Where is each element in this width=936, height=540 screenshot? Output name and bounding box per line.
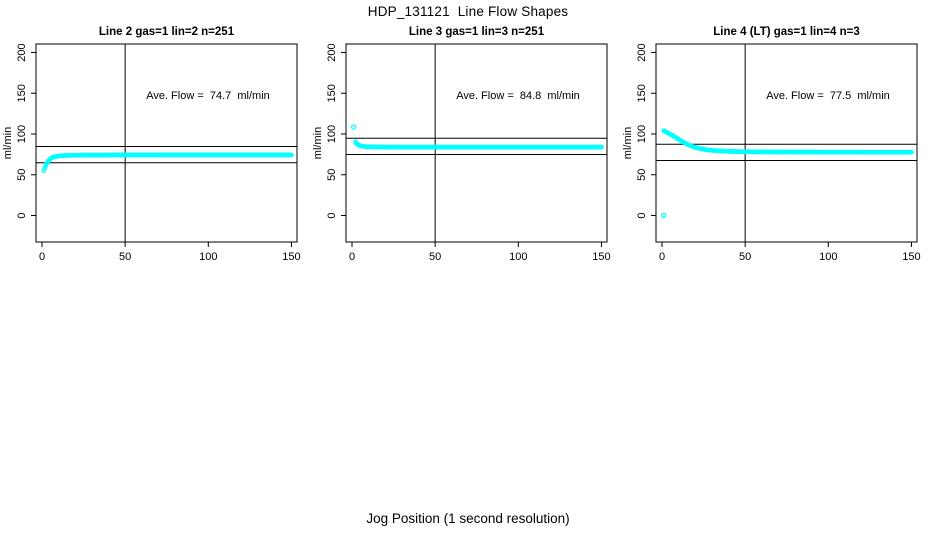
plot-box xyxy=(655,43,918,243)
y-axis-unit-label: ml/min xyxy=(312,127,324,159)
x-tick-label: 0 xyxy=(349,251,355,263)
flow-panel-2: Line 3 gas=1 lin=3 n=251 0 50 100 150 0 50 100 1… xyxy=(312,26,611,263)
panel-title: Line 4 (LT) gas=1 lin=4 n=3 xyxy=(713,26,859,38)
ave-flow-annotation: Ave. Flow = 77.5 ml/min xyxy=(766,90,890,102)
y-tick-label: 50 xyxy=(326,169,338,181)
x-tick-label: 100 xyxy=(199,251,217,263)
x-tick-label: 50 xyxy=(739,251,751,263)
y-tick-label: 100 xyxy=(636,125,648,143)
ave-flow-annotation: Ave. Flow = 84.8 ml/min xyxy=(456,90,580,102)
data-point xyxy=(909,149,914,155)
x-tick-label: 0 xyxy=(659,251,665,263)
x-tick-label: 150 xyxy=(592,251,610,263)
y-tick-label: 0 xyxy=(16,212,28,218)
y-axis-unit-label: ml/min xyxy=(622,127,634,159)
x-tick-label: 50 xyxy=(429,251,441,263)
data-point xyxy=(599,144,604,150)
panel-title: Line 2 gas=1 lin=2 n=251 xyxy=(99,26,235,38)
flow-panel-1: Line 2 gas=1 lin=2 n=251 0 50 100 150 0 50 100 1… xyxy=(2,26,301,263)
plot-box xyxy=(345,43,608,243)
charts-row: Line 2 gas=1 lin=2 n=251 0 50 100 150 0 50 100 1… xyxy=(0,20,930,272)
x-axis-label: Jog Position (1 second resolution) xyxy=(366,511,570,526)
plot-box xyxy=(35,43,298,243)
data-point-series xyxy=(41,152,294,174)
panel-title: Line 3 gas=1 lin=3 n=251 xyxy=(409,26,545,38)
y-axis-unit-label: ml/min xyxy=(2,127,14,159)
x-tick-label: 150 xyxy=(282,251,300,263)
x-tick-label: 150 xyxy=(902,251,920,263)
y-tick-label: 150 xyxy=(326,84,338,102)
y-tick-label: 100 xyxy=(326,125,338,143)
outlier-point xyxy=(660,212,667,219)
y-tick-label: 200 xyxy=(636,43,648,61)
y-tick-label: 200 xyxy=(326,43,338,61)
ave-flow-annotation: Ave. Flow = 74.7 ml/min xyxy=(146,90,270,102)
y-tick-label: 200 xyxy=(16,43,28,61)
y-tick-label: 150 xyxy=(636,84,648,102)
y-tick-label: 100 xyxy=(16,125,28,143)
y-tick-label: 150 xyxy=(16,84,28,102)
x-tick-label: 100 xyxy=(509,251,527,263)
x-tick-label: 50 xyxy=(119,251,131,263)
y-tick-label: 0 xyxy=(326,212,338,218)
y-tick-label: 50 xyxy=(636,169,648,181)
y-tick-label: 50 xyxy=(16,169,28,181)
y-tick-label: 0 xyxy=(636,212,648,218)
data-point xyxy=(289,152,294,158)
x-tick-label: 0 xyxy=(39,251,45,263)
data-point-series xyxy=(660,128,914,219)
page-title: HDP_131121 Line Flow Shapes xyxy=(367,4,569,19)
data-point-series xyxy=(350,124,604,150)
outlier-point xyxy=(350,124,357,130)
flow-panel-3: Line 4 (LT) gas=1 lin=4 n=3 0 50 100 150 0 50 1… xyxy=(622,26,921,263)
x-tick-label: 100 xyxy=(819,251,837,263)
